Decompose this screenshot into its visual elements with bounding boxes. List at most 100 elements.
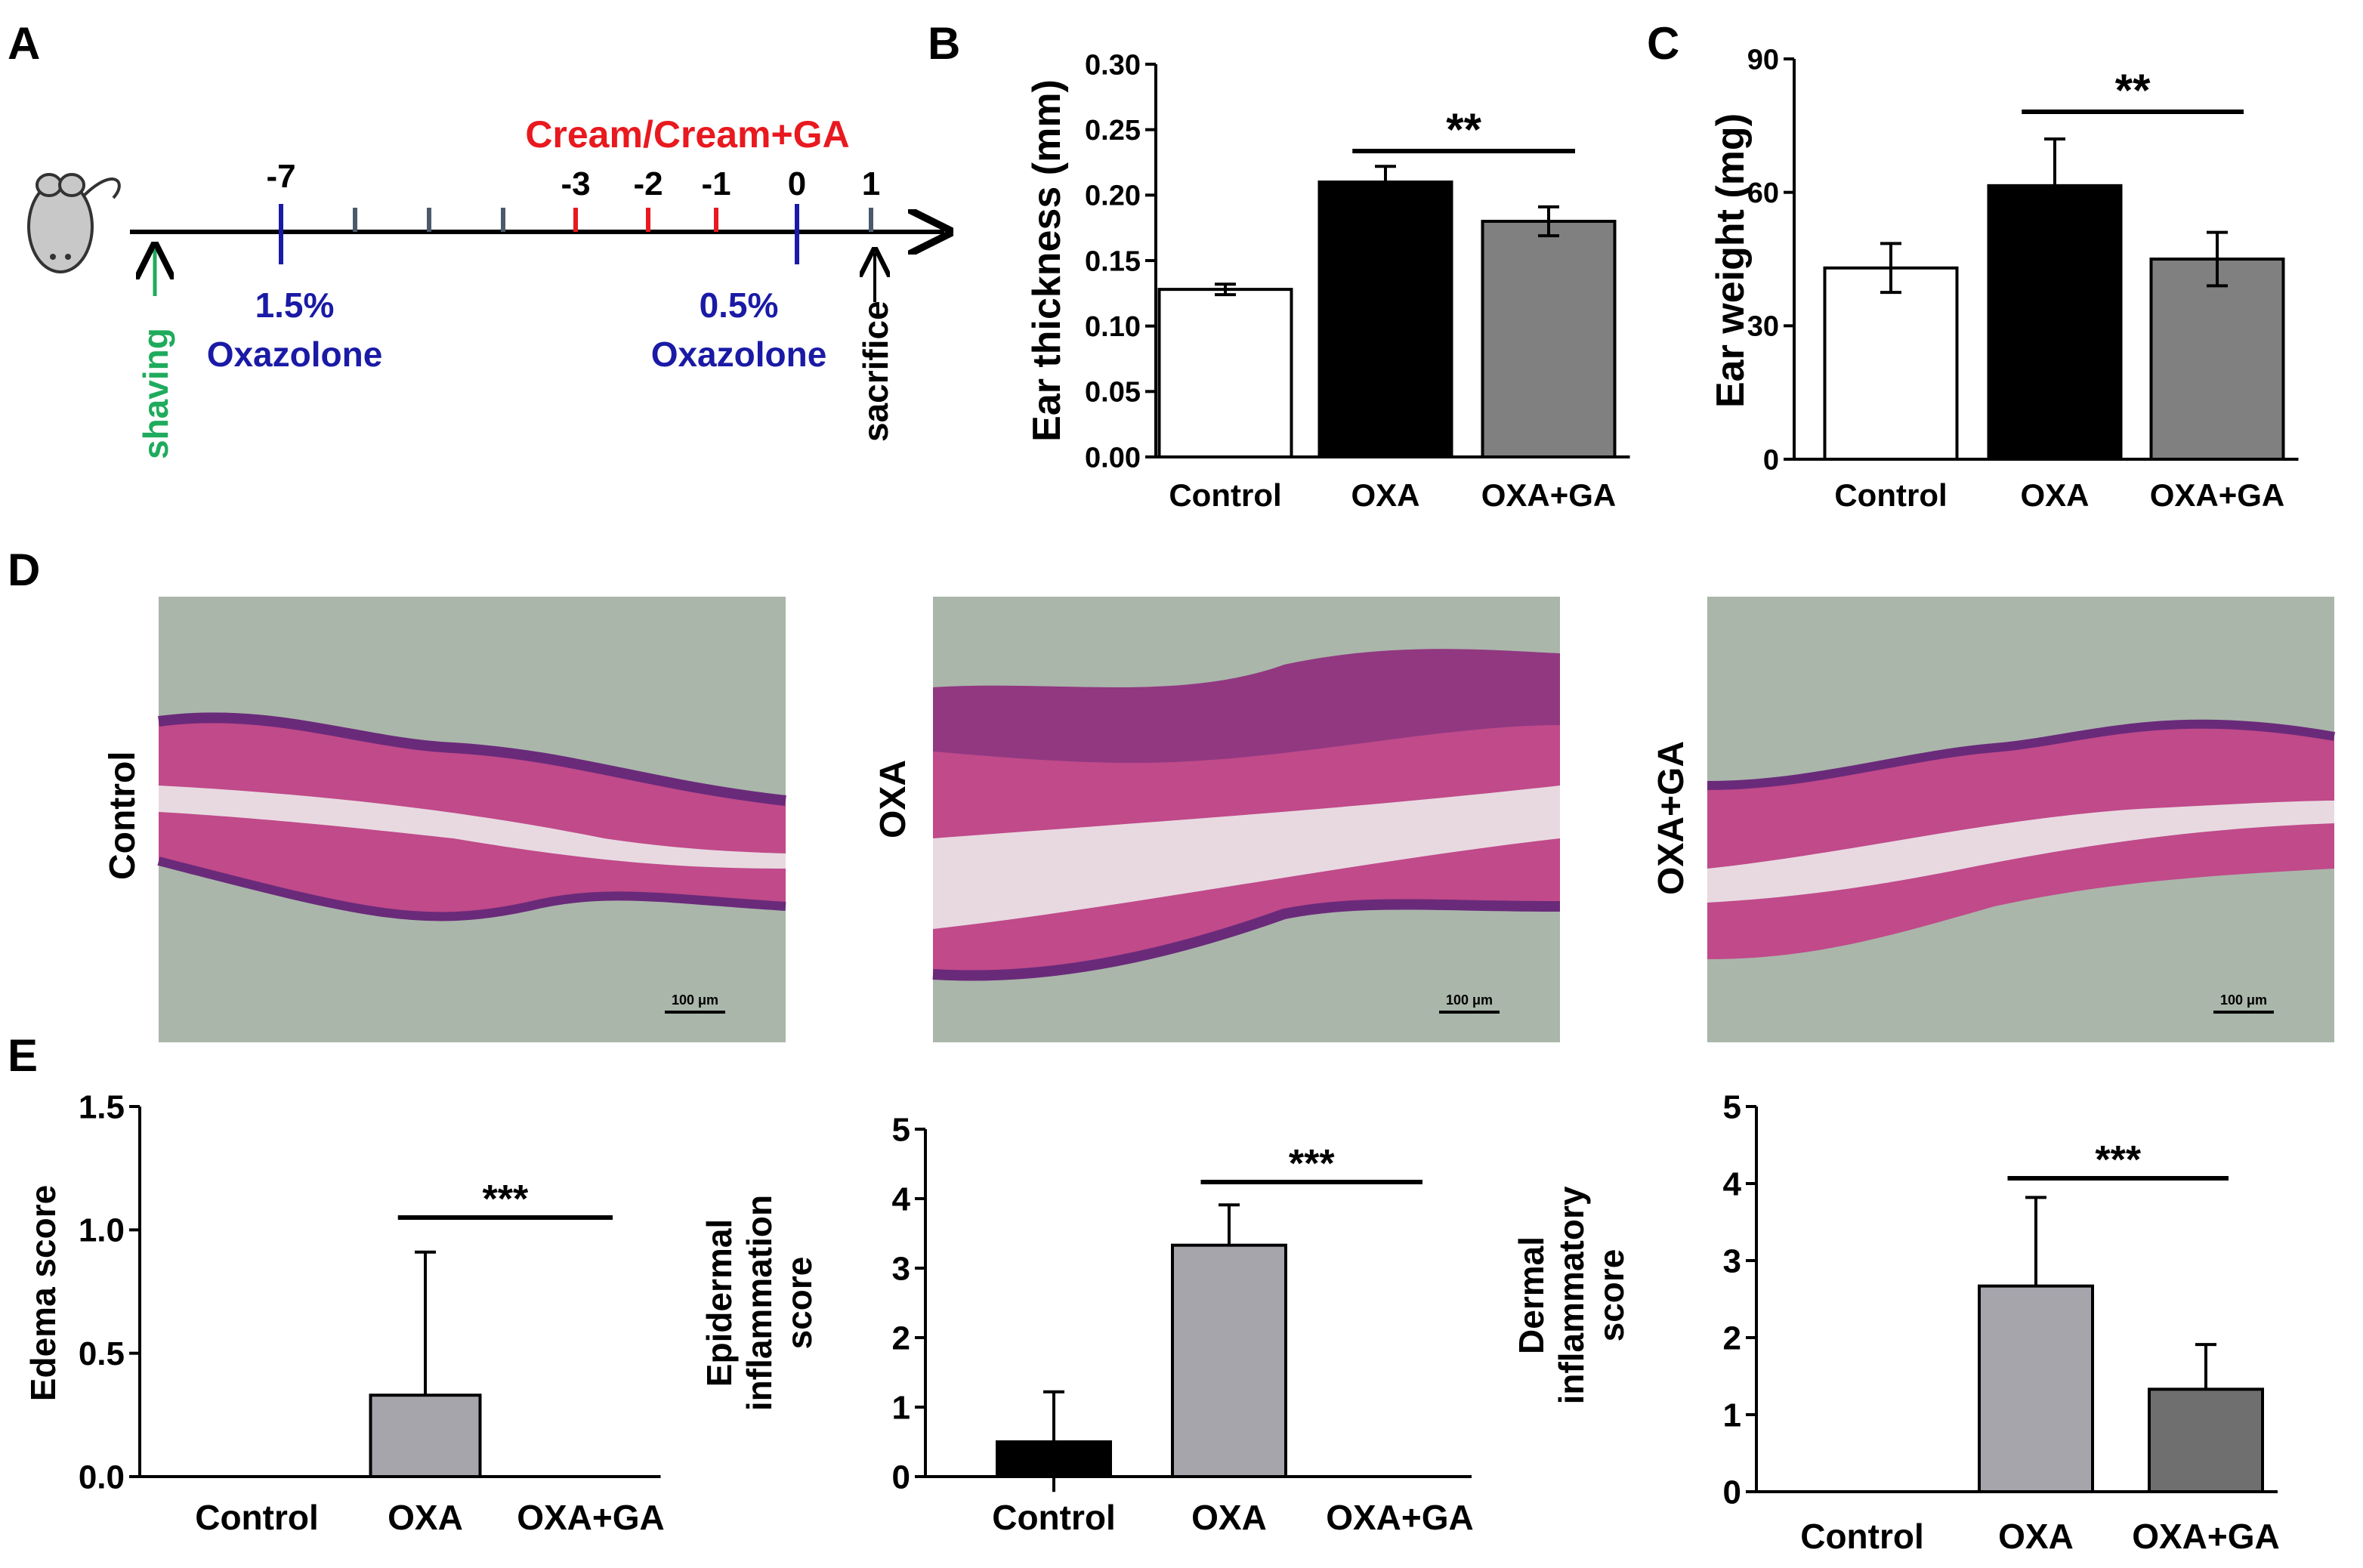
bar: [2149, 258, 2285, 461]
y-tick-label: 0.15: [1085, 245, 1141, 277]
day-label: -1: [701, 165, 731, 202]
scale-bar: 100 μm: [1439, 992, 1500, 1014]
y-axis-label: Epidermal: [700, 1219, 739, 1387]
timeline-panel: Cream/Cream+GA -7 -3 -2 -1 0 1 shaving 1…: [27, 113, 944, 459]
significance-label: **: [1446, 104, 1481, 155]
bar: [369, 1394, 482, 1478]
y-tick-label: 30: [1747, 311, 1779, 343]
category-label: Control: [195, 1498, 319, 1537]
category-label: OXA+GA: [1481, 477, 1617, 513]
category-label: OXA: [1351, 477, 1419, 513]
bar: [1823, 266, 1959, 461]
panel-label-e: E: [8, 1030, 38, 1081]
significance-label: ***: [2095, 1138, 2141, 1182]
y-tick-label: 0.05: [1085, 377, 1141, 409]
sacrifice-label: sacrifice: [856, 301, 895, 442]
y-tick-label: 5: [892, 1111, 910, 1148]
bar: [1171, 1243, 1287, 1478]
epidermal-inflammation-chart: 0 1 2 3 4 5 Control OXA OXA+GA Epidermal inflammat…: [700, 1111, 1474, 1537]
histology-panel: Control OXA OXA+GA 100 μm 100 μm 100 μm: [103, 597, 2336, 1042]
y-tick-label: 90: [1747, 44, 1779, 76]
y-tick-label: 3: [892, 1250, 910, 1287]
y-tick-label: 0.0: [79, 1458, 125, 1495]
day-label: -7: [266, 158, 295, 195]
panel-label-a: A: [8, 18, 40, 69]
shaving-label: shaving: [136, 328, 175, 459]
y-tick-label: 0: [1763, 444, 1779, 476]
y-tick-label: 1: [1723, 1397, 1741, 1434]
day-label: 1: [862, 165, 880, 202]
scale-bar: 100 μm: [2213, 992, 2274, 1014]
y-tick-label: 1.5: [79, 1088, 125, 1125]
challenge-percent: 0.5%: [700, 286, 779, 325]
bar: [1157, 288, 1293, 458]
category-label: OXA+GA: [2132, 1517, 2280, 1556]
y-tick-label: 0.10: [1085, 311, 1141, 343]
histology-label-oxa: OXA: [873, 760, 913, 838]
y-tick-label: 2: [892, 1320, 910, 1357]
y-axis-label: score: [1592, 1249, 1631, 1342]
y-tick-label: 0: [1723, 1474, 1741, 1511]
category-label: Control: [1800, 1517, 1924, 1556]
category-label: OXA+GA: [517, 1498, 665, 1537]
y-tick-label: 1.0: [79, 1212, 125, 1249]
category-label: OXA: [388, 1498, 463, 1537]
y-tick-label: 3: [1723, 1242, 1741, 1279]
histology-label-oxa-ga: OXA+GA: [1651, 741, 1691, 895]
category-label: Control: [1169, 477, 1281, 513]
scale-bar-label: 100 μm: [672, 992, 718, 1008]
significance-label: ***: [483, 1178, 529, 1221]
significance-label: **: [2115, 65, 2151, 116]
histology-label-control: Control: [103, 751, 143, 880]
bar: [1481, 220, 1617, 458]
day-label: 0: [788, 165, 806, 202]
bar: [1317, 181, 1453, 458]
category-label: OXA+GA: [2150, 477, 2285, 513]
panel-label-b: B: [928, 18, 960, 69]
bar: [2148, 1387, 2264, 1493]
category-label: Control: [1834, 477, 1947, 513]
histology-image-control: [157, 597, 786, 1042]
scale-bar-label: 100 μm: [1446, 992, 1493, 1008]
scale-bar-label: 100 μm: [2220, 992, 2267, 1008]
y-tick-label: 4: [1723, 1165, 1742, 1202]
category-label: OXA: [2020, 477, 2089, 513]
histology-image-oxa: [932, 597, 1561, 1042]
y-tick-label: 0.25: [1085, 115, 1141, 147]
day-label: -2: [633, 165, 663, 202]
histology-image-oxa-ga: [1707, 597, 2336, 1042]
category-label: OXA+GA: [1326, 1498, 1474, 1537]
panel-label-d: D: [8, 545, 40, 595]
edema-score-chart: 0.0 0.5 1.0 1.5 Control OXA OXA+GA Edema score *…: [23, 1088, 665, 1537]
y-tick-label: 0.20: [1085, 181, 1141, 212]
y-tick-label: 0.00: [1085, 442, 1141, 474]
y-axis-label: Dermal: [1512, 1236, 1551, 1354]
y-tick-label: 0: [892, 1458, 910, 1495]
category-label: OXA: [1998, 1517, 2074, 1556]
bar: [1978, 1284, 2094, 1494]
y-axis-label: Edema score: [23, 1185, 63, 1401]
y-tick-label: 60: [1747, 177, 1779, 209]
y-tick-label: 1: [892, 1389, 910, 1426]
treatment-label: Cream/Cream+GA: [525, 113, 849, 156]
timeline-ticks: [279, 204, 873, 264]
panel-label-c: C: [1647, 18, 1679, 69]
y-axis-label: score: [780, 1257, 819, 1350]
y-tick-label: 2: [1723, 1320, 1741, 1357]
sensitize-agent: Oxazolone: [207, 335, 383, 374]
ear-thickness-chart: 0.00 0.05 0.10 0.15 0.20 0.25 0.30 Control OXA OX…: [1025, 49, 1630, 513]
challenge-agent: Oxazolone: [651, 335, 827, 374]
dermal-inflammatory-chart: 0 1 2 3 4 5 Control OXA OXA+GA Dermal inflammatory…: [1512, 1088, 2280, 1556]
y-axis-label: Ear weight (mg): [1709, 113, 1753, 408]
ear-weight-chart: 0 30 60 90 Control OXA OXA+GA Ear weight (mg) **: [1709, 44, 2299, 513]
y-tick-label: 0.5: [79, 1335, 125, 1372]
y-axis-label: Ear thickness (mm): [1025, 79, 1069, 442]
scale-bar: 100 μm: [665, 992, 725, 1014]
y-axis-label: inflammatory: [1552, 1186, 1591, 1404]
category-label: OXA: [1191, 1498, 1267, 1537]
y-tick-label: 0.30: [1085, 49, 1141, 81]
category-label: Control: [992, 1498, 1116, 1537]
mouse-icon: [27, 173, 121, 273]
sensitize-percent: 1.5%: [255, 286, 335, 325]
